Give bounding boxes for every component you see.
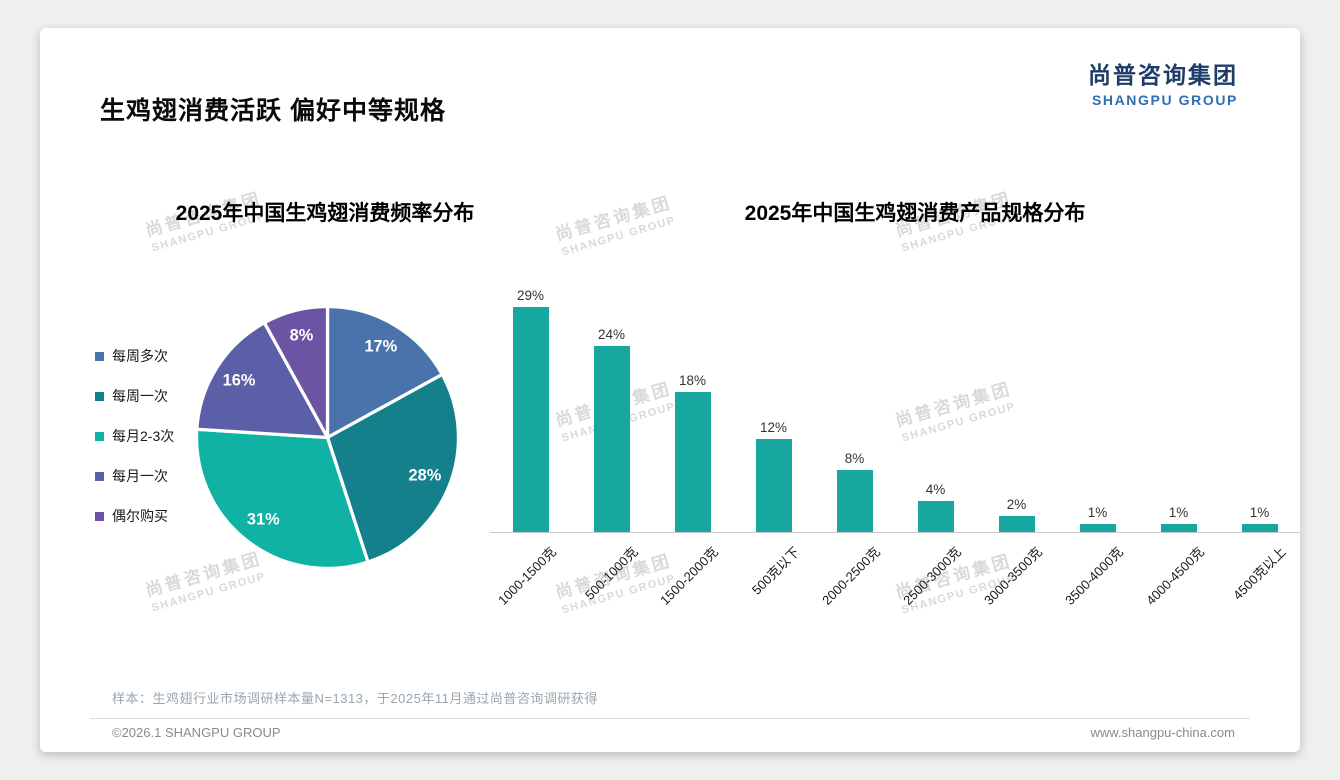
legend-item: 每月2-3次: [95, 426, 174, 446]
bar-category-label: 4000-4500克: [1143, 544, 1208, 608]
bar-category-label: 500-1000克: [581, 544, 641, 603]
page-title: 生鸡翅消费活跃 偏好中等规格: [100, 96, 446, 125]
pie-slice: [325, 304, 444, 440]
legend-item: 偶尔购买: [95, 506, 174, 526]
legend-label: 每月一次: [112, 468, 168, 484]
bar-slot: 24% 500-1000克: [571, 278, 652, 603]
bar-value-label: 1%: [1249, 505, 1270, 521]
bar-category-label: 1500-2000克: [657, 544, 722, 608]
pie-slice-label: 16%: [223, 372, 256, 390]
pie-chart-title: 2025年中国生鸡翅消费频率分布: [175, 202, 475, 226]
bar-category-label: 1000-1500克: [495, 544, 560, 608]
bar-value-label: 1%: [1087, 505, 1108, 521]
bar-slot: 8% 2000-2500克: [814, 278, 895, 608]
bar: [1079, 524, 1116, 532]
legend-label: 每周一次: [112, 388, 168, 404]
bar: [593, 345, 630, 532]
legend-item: 每周多次: [95, 346, 174, 366]
bar-value-label: 4%: [925, 481, 946, 497]
bar-slot: 18% 1500-2000克: [652, 278, 733, 608]
pie-slice: [262, 304, 330, 440]
logo-chinese-text: 尚普咨询集团: [1088, 62, 1238, 88]
bar-category-label: 2000-2500克: [819, 544, 884, 608]
bar-chart: 29% 1000-1500克 24% 500-1000克 18% 1500-2000克 12…: [490, 278, 1300, 608]
legend-item: 每月一次: [95, 466, 174, 486]
website-text: www.shangpu-china.com: [1090, 725, 1235, 740]
pie-slice: [325, 372, 461, 564]
legend-swatch: [95, 431, 104, 441]
bar-category-label: 500克以下: [748, 544, 803, 598]
slide-card: 尚普咨询集团 SHANGPU GROUP 尚普咨询集团 SHANGPU GROUP 尚普…: [40, 28, 1300, 752]
pie-chart: 17% 28% 31% 16% 8%: [194, 304, 461, 571]
bar: [1241, 524, 1278, 532]
slide-content: 生鸡翅消费活跃 偏好中等规格 尚普咨询集团 SHANGPU GROUP 2025…: [40, 28, 1300, 752]
legend-item: 每周一次: [95, 386, 174, 406]
pie-slice: [195, 321, 330, 440]
pie-slice: [194, 427, 370, 571]
pie-slice-label: 17%: [364, 338, 397, 356]
bar-category-label: 4500克以上: [1229, 544, 1289, 603]
bar-slot: 1% 4500克以上: [1219, 278, 1300, 603]
legend-swatch: [95, 511, 104, 521]
bar-value-label: 29%: [516, 288, 545, 303]
copyright-text: ©2026.1 SHANGPU GROUP: [112, 725, 281, 740]
bar: [836, 469, 873, 532]
bar-category-label: 2500-3000克: [900, 544, 965, 608]
legend-label: 偶尔购买: [112, 508, 168, 524]
bar-slot: 2% 3000-3500克: [976, 278, 1057, 607]
bar: [512, 307, 549, 532]
sample-note: 样本：生鸡翅行业市场调研样本量N=1313，于2025年11月通过尚普咨询调研获…: [112, 691, 598, 706]
legend-swatch: [95, 351, 104, 361]
logo: 尚普咨询集团 SHANGPU GROUP: [1088, 56, 1238, 108]
bar-value-label: 12%: [759, 419, 788, 435]
footer-divider: [90, 718, 1250, 719]
bar-value-label: 18%: [678, 373, 707, 389]
pie-slice-label: 8%: [290, 326, 314, 344]
bar-category-label: 3000-3500克: [981, 544, 1046, 608]
bar-slot: 1% 4000-4500克: [1138, 278, 1219, 608]
legend-swatch: [95, 391, 104, 401]
legend-label: 每月2-3次: [112, 428, 175, 444]
bar-slot: 1% 3500-4000克: [1057, 278, 1138, 608]
legend-label: 每周多次: [112, 348, 168, 364]
bar-chart-title: 2025年中国生鸡翅消费产品规格分布: [744, 202, 1086, 226]
pie-legend: 每周多次每周一次每月2-3次 每月一次偶尔购买: [95, 346, 174, 546]
bar-value-label: 2%: [1006, 497, 1027, 513]
bar-slot: 12% 500克以下: [733, 278, 814, 598]
bar: [917, 500, 954, 532]
bar-value-label: 1%: [1168, 505, 1189, 521]
bar-value-label: 8%: [844, 450, 865, 466]
bar: [998, 516, 1035, 532]
pie-slice-label: 31%: [247, 511, 280, 529]
bar-slot: 4% 2500-3000克: [895, 278, 976, 608]
logo-english-text: SHANGPU GROUP: [1091, 92, 1238, 108]
pie-slice-label: 28%: [409, 466, 442, 484]
legend-swatch: [95, 471, 104, 481]
bar: [755, 438, 792, 532]
bar-slot: 29% 1000-1500克: [490, 278, 571, 608]
bar: [1160, 524, 1197, 532]
bar-category-label: 3500-4000克: [1062, 544, 1127, 608]
bar-value-label: 24%: [597, 326, 626, 342]
bar: [674, 392, 711, 532]
